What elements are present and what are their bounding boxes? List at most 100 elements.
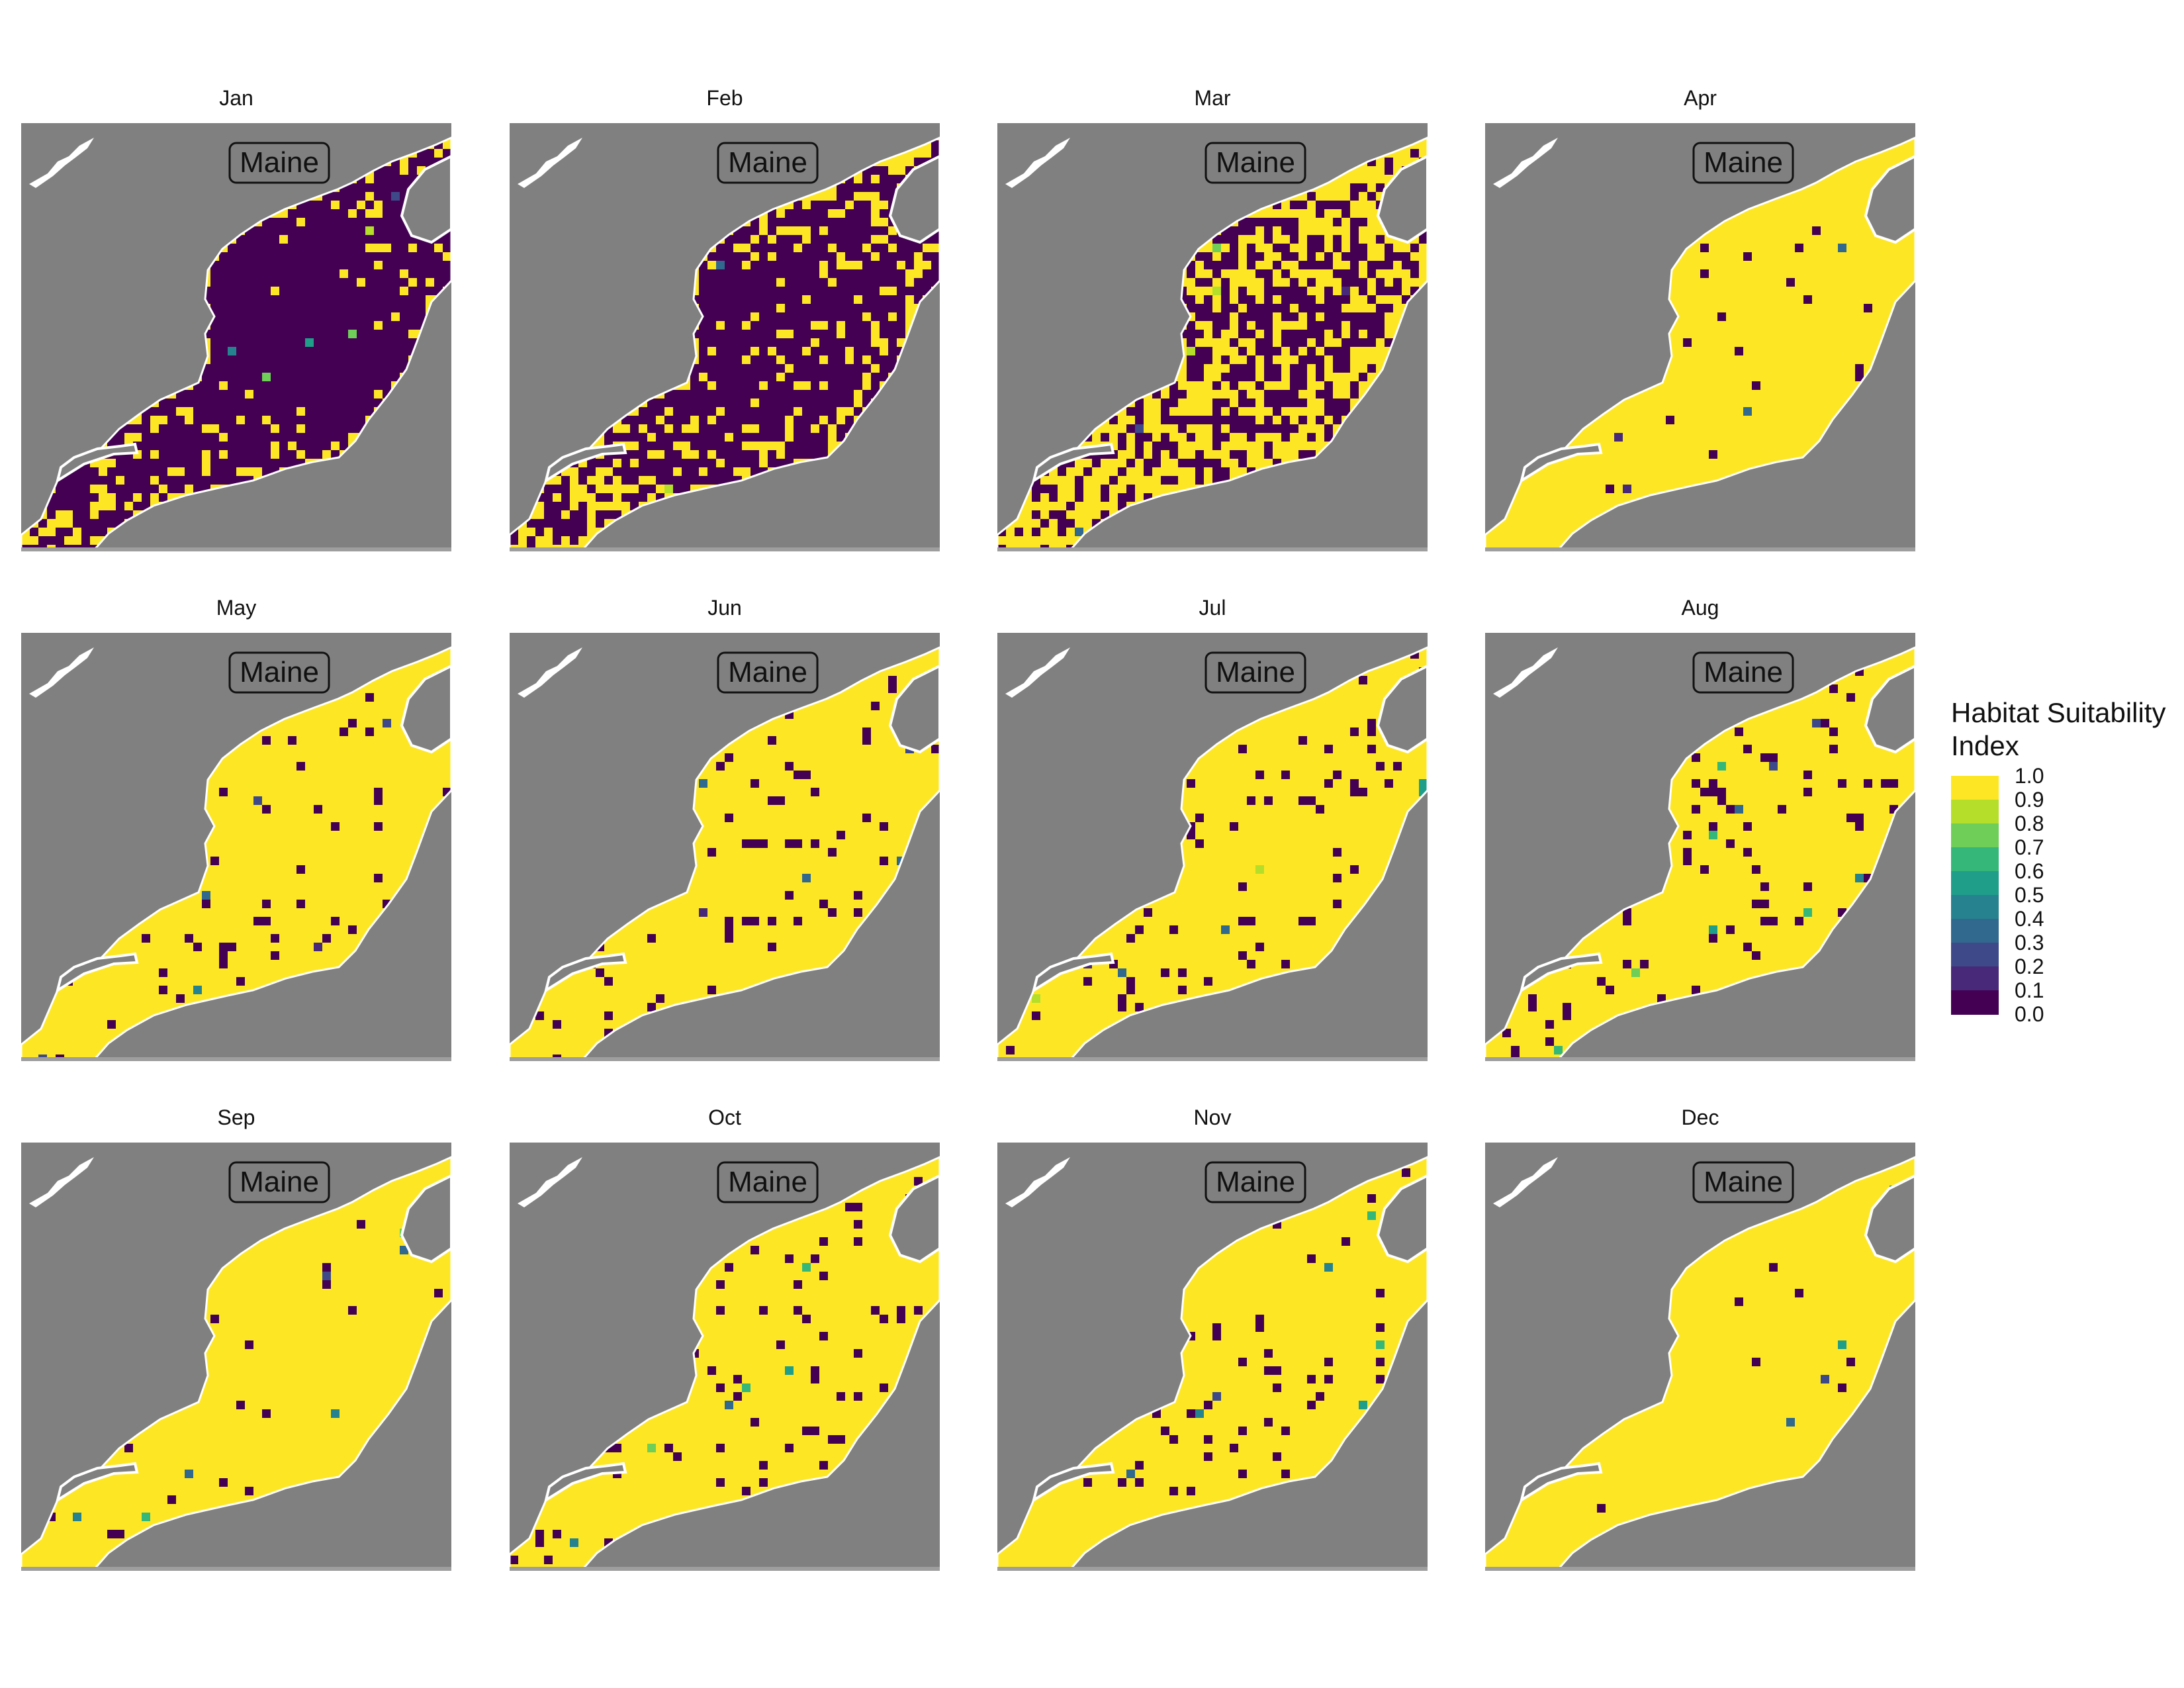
state-label: Maine: [228, 1161, 330, 1203]
state-label-text: Maine: [1216, 146, 1295, 179]
legend-tick-label: 0.0: [2015, 1002, 2044, 1026]
legend-swatch: [1951, 847, 1999, 872]
bay-of-fundy-land: [400, 1174, 451, 1264]
coastline: [510, 646, 940, 1061]
cape-cod: [1519, 442, 1603, 484]
state-label: Maine: [717, 651, 819, 694]
habitat-map: Maine: [510, 123, 940, 551]
state-label: Maine: [228, 142, 330, 184]
legend-swatch: [1951, 871, 1999, 896]
cape-cod: [543, 952, 627, 994]
state-label-text: Maine: [240, 1166, 319, 1198]
legend-swatch: [1951, 966, 1999, 991]
legend-swatch: [1951, 943, 1999, 967]
habitat-map: Maine: [997, 123, 1428, 551]
suitability-cells: [510, 140, 940, 551]
state-label: Maine: [1692, 1161, 1794, 1203]
bay-of-fundy-land: [1376, 1174, 1428, 1264]
map-panel-sep: Sep Maine: [21, 1098, 451, 1571]
inland-river: [29, 138, 94, 188]
legend-swatch: [1951, 800, 1999, 824]
legend-swatch: [1951, 895, 1999, 919]
legend-tick-label: 0.8: [2015, 812, 2044, 835]
bay-of-fundy-land: [1864, 1174, 1915, 1264]
panel-title: Apr: [1684, 86, 1717, 110]
map-panel-mar: Mar Maine: [997, 78, 1428, 551]
bay-of-fundy-land: [1376, 154, 1428, 244]
bay-of-fundy-land: [400, 664, 451, 754]
bay-of-fundy-land: [888, 664, 940, 754]
state-label: Maine: [1205, 142, 1306, 184]
coastline: [997, 646, 1428, 1061]
habitat-map: Maine: [997, 633, 1428, 1061]
cape-cod: [55, 952, 139, 994]
suitability-cells: [997, 149, 1428, 551]
habitat-map: Maine: [1485, 1143, 1915, 1571]
panel-title: Mar: [1194, 86, 1231, 110]
state-label-text: Maine: [1704, 656, 1783, 688]
coastline: [1485, 1156, 1915, 1571]
inland-river: [1493, 138, 1558, 188]
state-label: Maine: [1692, 142, 1794, 184]
inland-river: [1005, 1157, 1070, 1207]
cape-cod: [1031, 1462, 1115, 1503]
state-label: Maine: [717, 1161, 819, 1203]
legend-title-line1: Habitat Suitability: [1951, 697, 2166, 728]
panel-title: Jan: [219, 86, 253, 110]
map-panel-aug: Aug Maine: [1485, 588, 1915, 1061]
panel-title: May: [216, 596, 257, 620]
habitat-map: Maine: [1485, 123, 1915, 551]
inland-river: [518, 138, 582, 188]
cape-cod: [543, 442, 627, 484]
legend-tick-label: 0.5: [2015, 883, 2044, 907]
map-panel-oct: Oct Maine: [510, 1098, 940, 1571]
inland-river: [1493, 647, 1558, 698]
habitat-map: Maine: [21, 1143, 451, 1571]
habitat-map: Maine: [21, 633, 451, 1061]
habitat-map: Maine: [1485, 633, 1915, 1061]
cape-cod: [1519, 1462, 1603, 1503]
legend-tick-label: 0.1: [2015, 978, 2044, 1002]
legend-tick-label: 0.6: [2015, 859, 2044, 883]
legend-tick-label: 0.7: [2015, 835, 2044, 859]
legend-tick-label: 0.3: [2015, 931, 2044, 955]
legend-tick-label: 0.9: [2015, 788, 2044, 812]
cape-cod: [543, 1462, 627, 1503]
habitat-map: Maine: [21, 123, 451, 551]
cape-cod: [1031, 442, 1115, 484]
legend-tick-label: 1.0: [2015, 764, 2044, 788]
map-panel-feb: Feb Maine: [510, 78, 940, 551]
state-label-text: Maine: [1704, 146, 1783, 179]
legend-title-line2: Index: [1951, 730, 2019, 761]
state-label-text: Maine: [1216, 656, 1295, 688]
coastline: [510, 136, 940, 551]
coastline: [510, 1156, 940, 1571]
coastline: [997, 1156, 1428, 1571]
bay-of-fundy-land: [400, 154, 451, 244]
bay-of-fundy-land: [1864, 664, 1915, 754]
panel-title: Sep: [217, 1105, 255, 1129]
suitability-cells: [47, 1211, 443, 1538]
state-label: Maine: [1205, 651, 1306, 694]
legend-colorbar: 1.0 0.9 0.8 0.7 0.6 0.5 0.4 0.3 0.2 0.1 0.0: [1951, 765, 2044, 1025]
inland-river: [1493, 1157, 1558, 1207]
map-panel-may: May Maine: [21, 588, 451, 1061]
state-label-text: Maine: [1704, 1166, 1783, 1198]
legend: Habitat Suitability Index 1.0 0.9 0.8 0.7 0.…: [1951, 696, 2183, 1041]
map-panel-jan: Jan Maine: [21, 78, 451, 551]
coastline: [21, 1156, 451, 1571]
map-panel-jun: Jun Maine: [510, 588, 940, 1061]
state-label-text: Maine: [240, 656, 319, 688]
map-panel-jul: Jul Maine: [997, 588, 1428, 1061]
bay-of-fundy-land: [888, 1174, 940, 1264]
coastline: [1485, 136, 1915, 551]
coastline: [997, 136, 1428, 551]
state-label-text: Maine: [728, 1166, 807, 1198]
inland-river: [1005, 647, 1070, 698]
legend-title: Habitat Suitability Index: [1951, 696, 2183, 763]
state-label-text: Maine: [240, 146, 319, 179]
coastline: [1485, 646, 1915, 1061]
state-label: Maine: [1692, 651, 1794, 694]
state-label-text: Maine: [728, 656, 807, 688]
legend-swatch: [1951, 919, 1999, 943]
